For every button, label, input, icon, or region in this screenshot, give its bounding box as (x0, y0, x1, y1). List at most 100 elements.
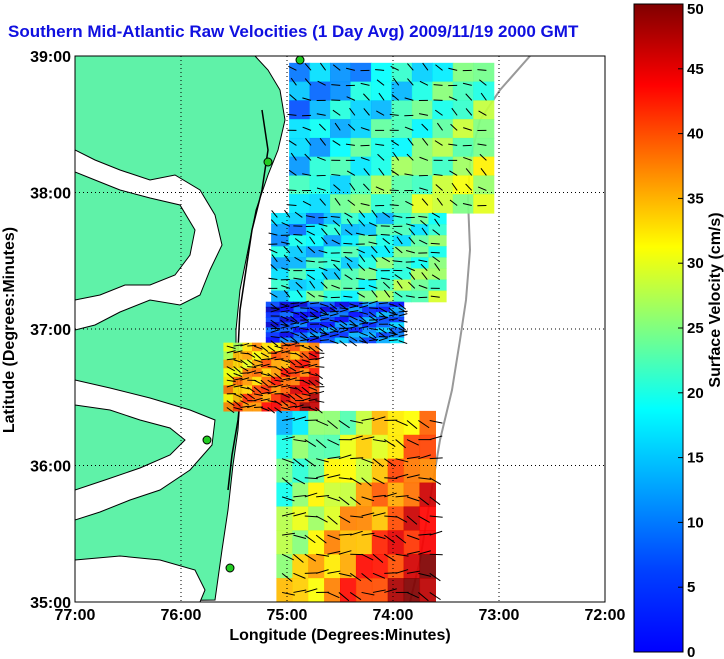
velocity-cell (261, 368, 272, 378)
velocity-cell (341, 279, 360, 292)
velocity-arrow (307, 246, 316, 254)
velocity-arrow (349, 496, 361, 506)
velocity-cell (309, 376, 320, 386)
velocity-arrow (329, 333, 339, 337)
velocity-arrow (407, 137, 414, 146)
velocity-cell (309, 393, 320, 403)
velocity-arrow (421, 123, 429, 131)
velocity-arrow (405, 250, 415, 254)
velocity-arrow (361, 477, 372, 487)
velocity-cell (293, 311, 308, 318)
velocity-arrow (349, 336, 358, 342)
velocity-arrow (359, 325, 369, 329)
velocity-arrow (267, 352, 277, 354)
velocity-cell (371, 410, 389, 436)
velocity-arrow (388, 318, 398, 321)
velocity-cell (376, 290, 395, 303)
barrier-islands (227, 109, 269, 491)
velocity-cell (411, 268, 430, 281)
velocity-cell (387, 434, 405, 460)
velocity-cell (334, 306, 350, 313)
velocity-cell (403, 410, 421, 436)
velocity-arrow (465, 93, 473, 101)
velocity-arrow (281, 496, 295, 502)
velocity-arrow (419, 187, 429, 191)
velocity-arrow (315, 534, 327, 544)
velocity-cell (242, 376, 253, 386)
velocity-arrow (350, 530, 363, 536)
velocity-cell (376, 327, 391, 334)
velocity-cell (428, 235, 447, 247)
velocity-arrow (429, 457, 443, 460)
velocity-cell (323, 212, 342, 225)
velocity-arrow (380, 233, 390, 236)
velocity-arrow (253, 345, 263, 350)
velocity-arrow (418, 515, 430, 523)
velocity-arrow (421, 272, 428, 280)
velocity-arrow (327, 550, 341, 555)
velocity-arrow (361, 591, 375, 596)
velocity-arrow (338, 592, 350, 602)
velocity-arrow (406, 420, 418, 430)
velocity-cell (288, 246, 307, 258)
velocity-arrow (293, 416, 307, 421)
velocity-cell (324, 506, 341, 531)
velocity-arrow (226, 366, 235, 372)
velocity-arrow (406, 266, 415, 272)
velocity-arrow (361, 417, 375, 421)
velocity-arrow (406, 496, 420, 502)
velocity-arrow (349, 331, 359, 333)
velocity-arrow (406, 591, 420, 599)
velocity-arrow (226, 345, 236, 349)
velocity-cell (242, 342, 253, 352)
velocity-arrow (349, 325, 359, 329)
velocity-cell (306, 268, 325, 281)
velocity-cell (389, 317, 405, 323)
velocity-arrow (389, 113, 399, 116)
velocity-arrow (315, 439, 327, 449)
velocity-arrow (280, 315, 289, 321)
velocity-arrow (368, 311, 377, 318)
velocity-arrow (361, 496, 375, 502)
x-tick-label: 73:00 (479, 607, 520, 624)
velocity-cell (334, 301, 350, 308)
velocity-arrow (308, 358, 318, 361)
velocity-cell (411, 290, 430, 303)
velocity-cell (293, 332, 308, 339)
velocity-arrow (327, 456, 341, 460)
velocity-cell (341, 246, 360, 258)
velocity-arrow (368, 284, 378, 289)
velocity-arrow (429, 515, 443, 518)
velocity-cell (403, 458, 421, 484)
velocity-arrow (267, 400, 277, 403)
velocity-cell (242, 351, 253, 361)
velocity-arrow (339, 329, 349, 333)
velocity-arrow (369, 327, 379, 331)
velocity-arrow (253, 371, 264, 374)
velocity-cell (223, 393, 234, 403)
y-tick-label: 39:00 (30, 49, 71, 66)
velocity-arrow (331, 284, 340, 289)
velocity-arrow (388, 333, 398, 337)
velocity-arrow (290, 322, 300, 325)
velocity-arrow (421, 138, 429, 146)
velocity-arrow (418, 454, 431, 460)
velocity-cell (411, 81, 433, 101)
velocity-arrow (319, 323, 329, 329)
velocity-cell (370, 137, 393, 158)
velocity-cell (348, 306, 363, 313)
velocity-arrow (274, 407, 283, 414)
velocity-arrow (408, 228, 416, 236)
velocity-arrow (448, 96, 458, 101)
velocity-arrow (396, 236, 403, 245)
velocity-arrow (319, 327, 328, 335)
velocity-arrow (304, 458, 316, 467)
velocity-arrow (274, 358, 284, 361)
velocity-cell (350, 119, 372, 139)
velocity-cell (290, 342, 301, 352)
velocity-arrow (356, 248, 366, 254)
velocity-arrow (268, 277, 278, 281)
velocity-cell (393, 224, 412, 236)
velocity-cell (355, 434, 373, 460)
velocity-cell (370, 119, 393, 139)
